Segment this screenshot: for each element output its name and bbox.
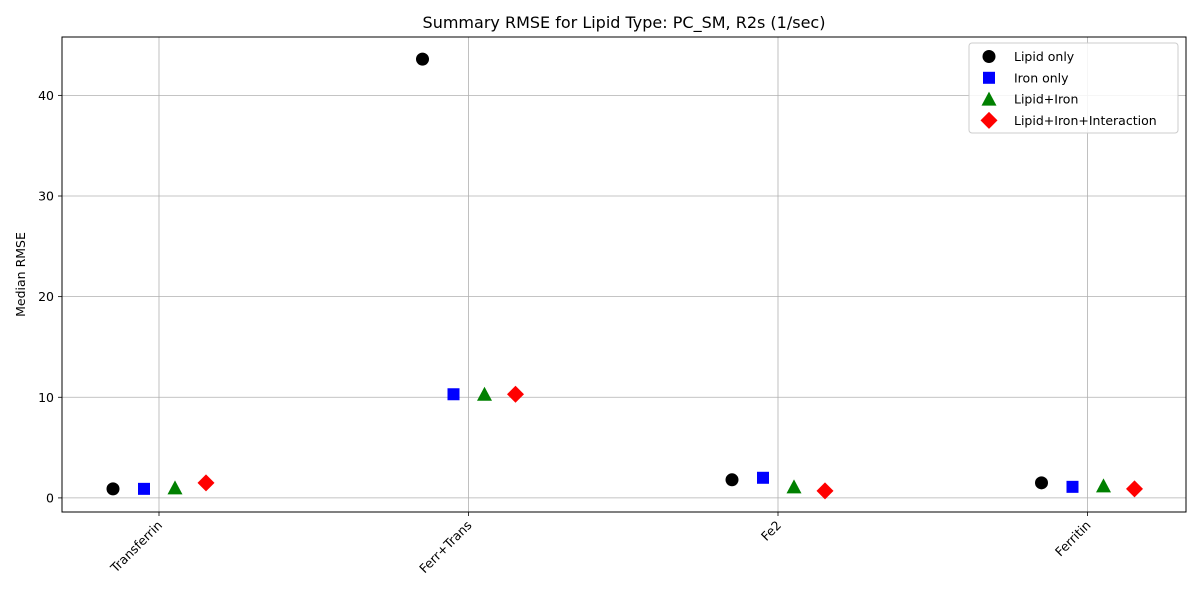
plot-area-frame: [61, 36, 1187, 513]
data-point-circle: [1035, 476, 1048, 490]
data-point-square: [1066, 480, 1079, 493]
data-point-diamond: [197, 474, 215, 492]
legend-box: [968, 42, 1179, 134]
legend-label: Lipid+Iron+Interaction: [1014, 113, 1157, 128]
legend-label: Lipid+Iron: [1014, 92, 1078, 107]
y-axis-label: Median RMSE: [13, 232, 28, 317]
data-point-circle: [416, 52, 429, 66]
data-point-diamond: [507, 385, 524, 403]
y-tick-label: 20: [38, 289, 54, 304]
data-point-triangle: [477, 386, 492, 401]
y-tick-label: 0: [46, 490, 54, 505]
data-point-square: [757, 471, 769, 484]
data-point-diamond: [1126, 480, 1143, 498]
data-point-triangle: [167, 480, 183, 495]
legend-marker-square: [983, 71, 995, 84]
y-tick-label: 40: [38, 88, 54, 103]
legend-marker-triangle: [981, 91, 997, 106]
legend-marker-diamond: [980, 111, 998, 129]
data-point-circle: [106, 482, 120, 496]
chart-title: Summary RMSE for Lipid Type: PC_SM, R2s …: [423, 13, 826, 33]
y-tick-label: 30: [38, 189, 54, 204]
legend-marker-circle: [982, 50, 996, 63]
legend-label: Iron only: [1014, 70, 1069, 85]
data-point-square: [447, 388, 460, 401]
data-point-triangle: [1096, 478, 1111, 493]
y-tick-label: 10: [38, 390, 54, 405]
data-point-square: [138, 482, 150, 495]
legend: Lipid only Iron only Lipid+Iron Lipid+Iron+…: [968, 42, 1179, 134]
data-point-diamond: [816, 482, 834, 500]
data-point-circle: [725, 473, 739, 487]
data-point-triangle: [786, 479, 802, 494]
data-points: [106, 52, 1143, 500]
legend-label: Lipid only: [1014, 49, 1075, 64]
